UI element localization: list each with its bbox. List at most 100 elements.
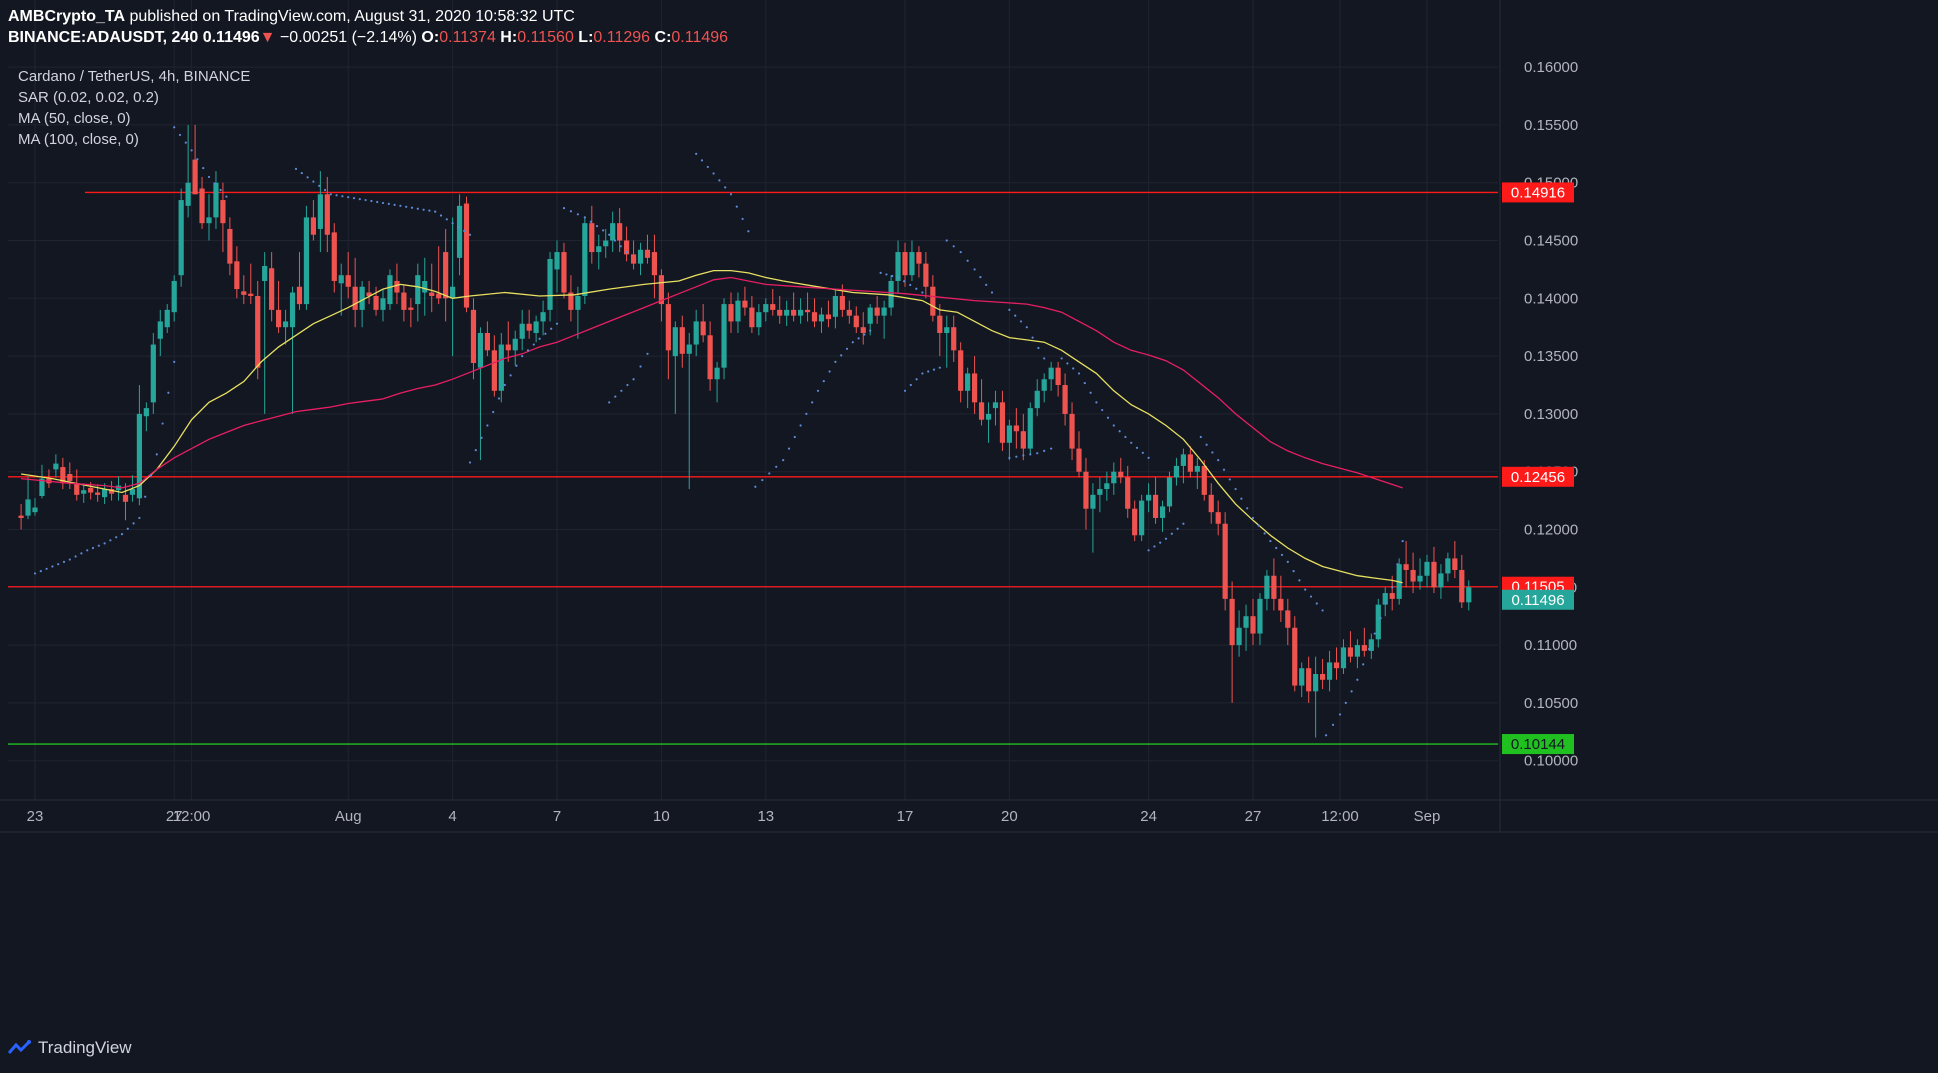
sar-dot <box>335 194 338 197</box>
sar-dot <box>300 171 303 175</box>
sar-dot <box>526 349 530 352</box>
sar-dot <box>1280 553 1284 557</box>
sar-dot <box>1014 314 1017 317</box>
legend-ma100[interactable]: MA (100, close, 0) <box>18 131 139 148</box>
x-tick-label: 4 <box>448 808 456 825</box>
sar-dot <box>207 175 211 179</box>
sar-dot <box>62 560 66 563</box>
candle-body <box>185 182 191 206</box>
sar-dot <box>1246 507 1249 510</box>
candle-body <box>122 494 129 502</box>
tradingview-logo-text: TradingView <box>38 1038 132 1057</box>
sar-dot <box>416 207 419 210</box>
candle-body <box>1166 477 1173 507</box>
candle-body <box>1041 379 1047 391</box>
sar-dot <box>544 332 547 335</box>
y-tick-label: 0.15500 <box>1524 117 1578 134</box>
candle-body <box>136 413 142 499</box>
sar-dot <box>1385 601 1388 604</box>
tradingview-logo[interactable]: TradingView <box>8 1038 132 1058</box>
sar-dot <box>1153 545 1156 548</box>
candle-body <box>791 309 797 316</box>
sar-dot <box>1089 391 1092 394</box>
sar-dot <box>103 542 106 545</box>
sar-dot <box>1022 454 1025 457</box>
publisher-name[interactable]: AMBCrypto_TA <box>8 8 126 25</box>
sar-dot <box>1315 602 1318 605</box>
sar-dot <box>1211 451 1214 454</box>
candle-body <box>610 223 616 241</box>
sar-dot <box>805 412 808 416</box>
candle-body <box>944 327 950 333</box>
candle-body <box>1194 465 1200 472</box>
sar-dot <box>532 343 535 346</box>
candle-body <box>749 307 755 328</box>
candle-body <box>693 321 699 345</box>
sar-dot <box>306 176 309 179</box>
candle-body <box>206 217 212 224</box>
candle-body <box>1292 627 1298 686</box>
chart-legend: Cardano / TetherUS, 4h, BINANCE SAR (0.0… <box>18 66 250 150</box>
sar-dot <box>463 229 466 232</box>
sar-dot <box>434 210 437 213</box>
candle-body <box>1445 558 1451 574</box>
indicator-lines <box>21 269 1403 584</box>
candle-body <box>338 275 344 284</box>
sar-dot <box>410 206 414 209</box>
sar-dot <box>503 383 506 387</box>
sar-dot <box>190 149 193 152</box>
resistance-level-label: 0.14916 <box>1511 184 1565 201</box>
candle-body <box>603 240 609 247</box>
sar-dot <box>729 193 733 196</box>
sar-dot <box>840 354 843 357</box>
legend-sar[interactable]: SAR (0.02, 0.02, 0.2) <box>18 89 159 106</box>
candle-body <box>227 228 233 264</box>
candle-body <box>1229 598 1235 646</box>
candle-body <box>1424 561 1430 576</box>
sar-dot <box>909 283 912 287</box>
candle-body <box>443 252 449 299</box>
sar-dot <box>1019 320 1023 323</box>
candle-body <box>644 249 651 258</box>
sar-dot <box>845 347 849 350</box>
candle-body <box>874 307 880 316</box>
sar-dot <box>885 273 888 276</box>
candle-body <box>888 280 894 308</box>
resistance-level-tag <box>1502 182 1574 203</box>
sar-dot <box>985 283 988 286</box>
candle-body <box>1306 668 1312 692</box>
candle-body <box>1097 489 1103 495</box>
sar-dot <box>595 224 599 228</box>
sar-dot <box>138 516 141 520</box>
sar-dot <box>341 195 344 198</box>
candle-body <box>164 309 170 328</box>
sar-dot <box>614 395 617 398</box>
candle-body <box>860 327 866 333</box>
legend-ma50[interactable]: MA (50, close, 0) <box>18 110 131 127</box>
sar-dot <box>613 239 617 242</box>
candle-body <box>317 194 323 229</box>
sar-dot <box>735 205 738 208</box>
sar-dot <box>1060 357 1063 360</box>
candle-body <box>756 312 762 328</box>
candle-body <box>415 275 421 305</box>
sar-dot <box>457 225 460 229</box>
candle-body <box>1326 662 1333 680</box>
candle-body <box>310 217 316 235</box>
candle-body <box>1020 431 1026 449</box>
candle-body <box>401 292 407 310</box>
candle-body <box>596 246 602 253</box>
sar-dot <box>439 214 443 217</box>
sar-dot <box>1356 678 1359 681</box>
sar-dot <box>1338 713 1342 716</box>
candle-body <box>220 200 226 224</box>
candle-body <box>1222 523 1228 599</box>
candle-body <box>951 327 957 351</box>
sar-dot <box>700 159 704 162</box>
sar-dot <box>1373 632 1376 635</box>
candle-body <box>624 240 630 255</box>
sar-dot <box>879 271 882 274</box>
legend-title[interactable]: Cardano / TetherUS, 4h, BINANCE <box>18 68 251 85</box>
